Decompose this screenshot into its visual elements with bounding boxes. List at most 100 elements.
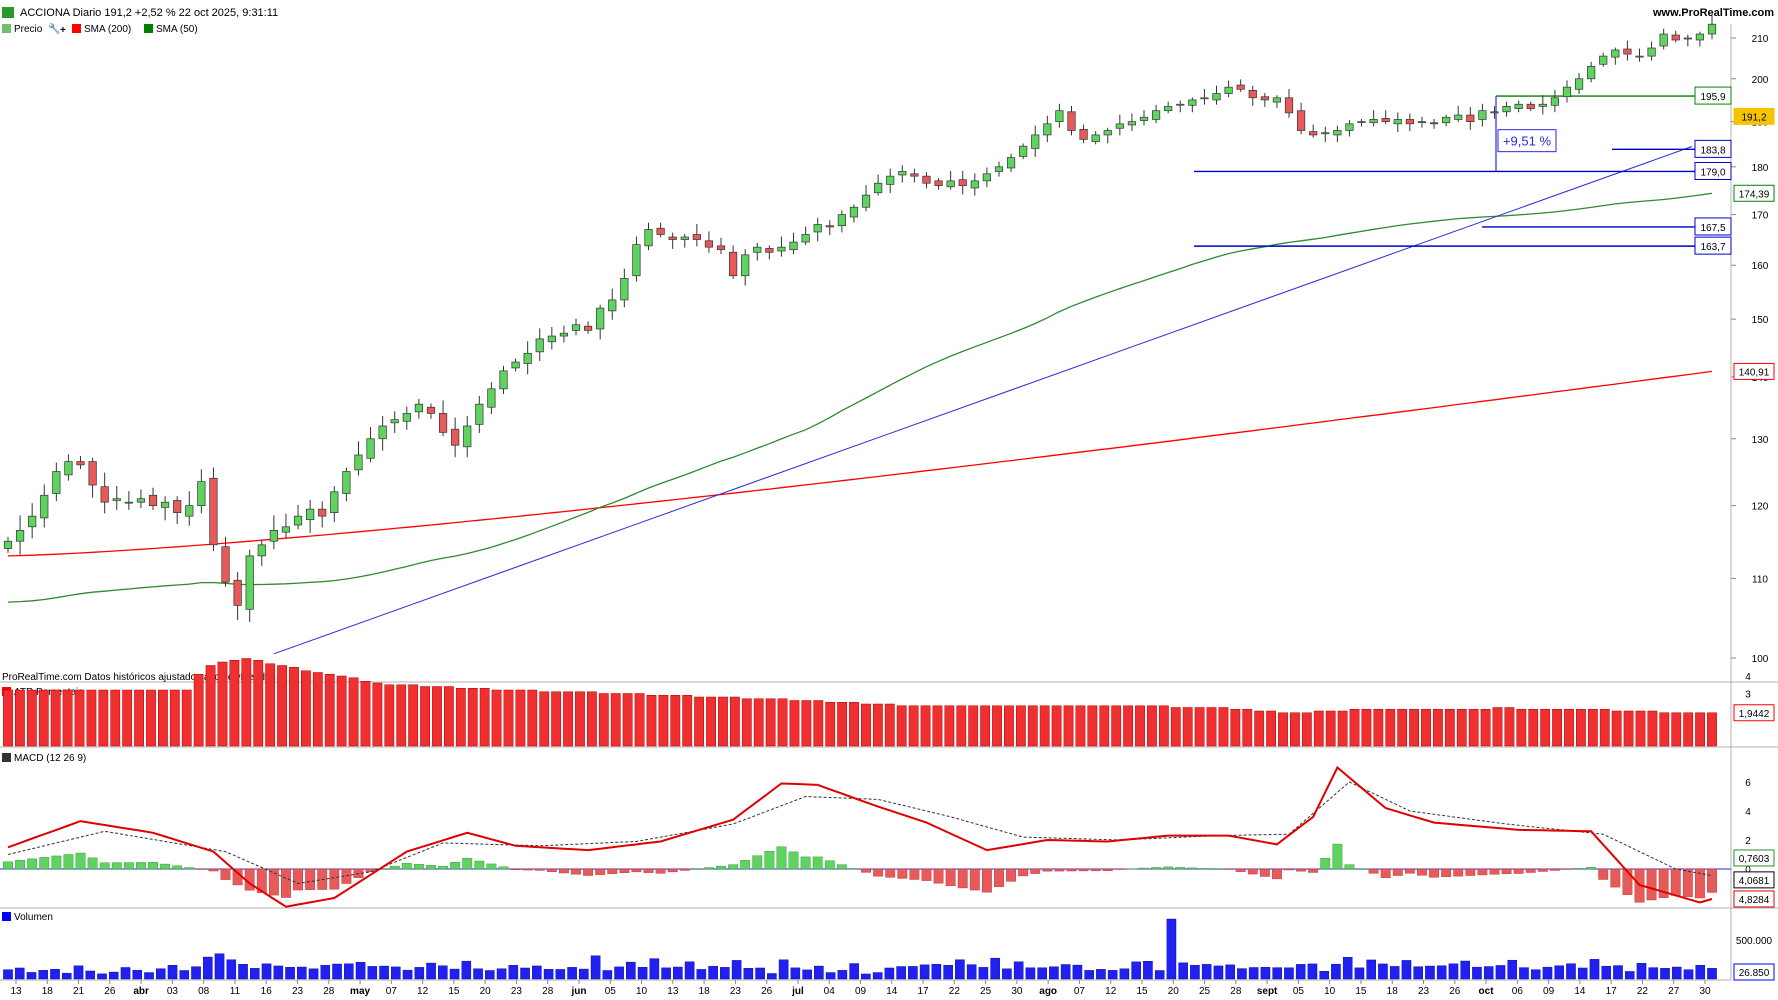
candle	[571, 318, 581, 336]
candle	[1671, 30, 1680, 43]
macd-hist-bar	[788, 851, 799, 870]
candle	[1103, 127, 1112, 144]
volume-bar	[1143, 961, 1153, 980]
candle-down	[1284, 97, 1294, 114]
volume-bar	[355, 962, 366, 980]
candle-down	[1079, 129, 1088, 140]
candle	[1454, 105, 1463, 123]
x-tick-label: 26	[1449, 986, 1461, 997]
legend-swatch-sma50	[144, 24, 153, 33]
macd-hist-bar	[994, 868, 1004, 887]
candle-up	[1514, 103, 1523, 109]
atr-bar	[849, 702, 859, 747]
volume-bar	[367, 966, 378, 980]
level-label-box	[1694, 236, 1732, 255]
y-tick-label: 150	[1752, 315, 1769, 326]
candle-up	[475, 403, 484, 425]
macd-hist-bar	[1235, 868, 1246, 872]
candle	[76, 455, 85, 469]
macd-hist-bar	[1090, 868, 1101, 872]
candle-up	[1031, 134, 1040, 149]
candle	[1683, 34, 1692, 47]
atr-bar	[1111, 705, 1122, 747]
x-tick-label: 05	[605, 986, 617, 997]
macd-hist-bar	[607, 868, 618, 874]
wrench-icon[interactable]: 🔧	[48, 22, 60, 35]
percent-box	[1497, 129, 1557, 153]
volume-bar	[790, 967, 801, 980]
volume-bar	[696, 969, 707, 980]
volume-bar	[1201, 964, 1212, 980]
candle-up	[1707, 23, 1717, 35]
candle-up	[28, 515, 37, 528]
volume-bar	[297, 966, 307, 980]
volume-bar	[802, 969, 812, 980]
x-tick-label: 11	[230, 986, 241, 997]
candle-up	[1127, 121, 1137, 126]
candle-down	[1526, 103, 1535, 109]
macd-hist-bar	[208, 868, 219, 872]
x-tick-label: 28	[1230, 986, 1242, 997]
volume-bar	[1248, 967, 1259, 980]
candle-up	[1151, 110, 1161, 120]
candle	[1538, 95, 1547, 115]
atr-bar	[408, 684, 419, 747]
candle	[849, 204, 859, 223]
candle-up	[1019, 145, 1028, 157]
x-tick-label: 25	[980, 986, 992, 997]
candle-up	[1417, 121, 1427, 123]
trend-line	[273, 146, 1693, 655]
macd-hist-bar	[426, 865, 436, 870]
atr-bar	[1218, 707, 1229, 747]
macd-hist-bar	[510, 868, 521, 870]
macd-hist-bar	[873, 868, 884, 877]
volume-bar	[496, 968, 507, 980]
x-tick-label: 23	[730, 986, 742, 997]
atr-bar	[1409, 709, 1419, 747]
candle	[390, 411, 399, 433]
candle	[837, 210, 846, 233]
atr-bar	[1135, 705, 1145, 747]
x-tick-label: 22	[949, 986, 961, 997]
volume-bar	[1225, 964, 1235, 980]
x-tick-label: 18	[699, 986, 711, 997]
atr-bar	[1230, 709, 1241, 747]
atr-bar	[134, 689, 144, 747]
x-tick-label: abr	[133, 986, 149, 997]
candle	[1164, 101, 1173, 114]
volume-bar	[931, 964, 942, 980]
macd-hist-bar	[365, 868, 376, 873]
candle-down	[1490, 111, 1499, 114]
atr-bar	[801, 700, 812, 747]
atr-bar	[872, 703, 883, 747]
x-tick-label: 27	[1668, 986, 1680, 997]
atr-bar	[1075, 705, 1086, 747]
candle-up	[366, 438, 375, 459]
atr-bar	[1516, 709, 1527, 747]
volume-bar	[38, 970, 49, 980]
plus-icon[interactable]: +	[60, 25, 66, 36]
macd-hist-bar	[75, 852, 86, 870]
volume-bar	[1707, 968, 1717, 980]
sma200-layer	[7, 370, 1713, 557]
candles-layer	[3, 16, 1717, 623]
macd-hist-bar	[776, 846, 787, 870]
candle	[245, 549, 254, 623]
site-label[interactable]: www.ProRealTime.com	[1652, 7, 1774, 19]
price-badges: 195,9 183,8 179,0 167,5 163,7 +9,51 % 191,2 174…	[1497, 86, 1775, 380]
macd-hist-bar	[329, 868, 340, 890]
macd-hist-bar	[752, 855, 763, 870]
candle-up	[1550, 97, 1559, 106]
atr-bar	[15, 689, 25, 747]
candle	[1321, 126, 1330, 143]
candle	[656, 222, 665, 238]
candle-up	[293, 515, 303, 526]
candle	[1176, 100, 1185, 113]
macd-hist-bar	[1562, 868, 1572, 870]
x-tick-label: 12	[1105, 986, 1117, 997]
atr-bar	[622, 693, 633, 747]
atr-bar	[217, 661, 228, 747]
candle-up	[1006, 157, 1016, 169]
